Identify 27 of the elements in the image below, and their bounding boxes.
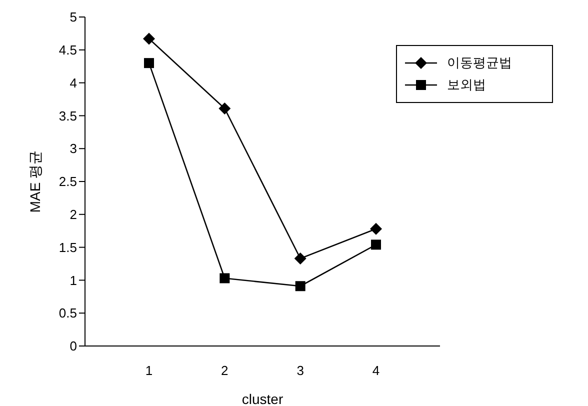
- point: [144, 58, 154, 68]
- x-axis-title: cluster: [242, 391, 284, 406]
- y-tick-label: 2: [70, 207, 77, 222]
- y-axis-title: MAE 평균: [26, 150, 43, 213]
- point: [218, 102, 231, 114]
- y-tick-label: 3: [70, 141, 77, 156]
- y-tick-label: 1: [70, 272, 77, 288]
- point: [220, 273, 230, 284]
- point: [370, 222, 382, 235]
- x-tick-label: 4: [372, 363, 380, 378]
- y-tick-label: 4.5: [58, 42, 77, 58]
- y-tick-label: 5: [70, 10, 77, 25]
- legend-label: 이동평균법: [447, 54, 512, 72]
- x-tick-label: 2: [221, 363, 228, 378]
- y-tick-label: 1.5: [58, 240, 77, 255]
- point: [295, 281, 306, 292]
- y-tick-label: 0.5: [58, 306, 77, 321]
- x-tick-label: 1: [145, 363, 153, 378]
- y-tick-label: 3.5: [58, 108, 77, 124]
- legend-label: 보외법: [447, 76, 486, 94]
- y-tick-label: 0: [70, 338, 77, 354]
- point: [143, 32, 155, 45]
- x-tick-label: 3: [296, 363, 304, 378]
- y-tick-label: 2.5: [58, 174, 77, 190]
- y-tick-label: 4: [70, 75, 77, 90]
- point: [371, 240, 381, 250]
- point: [294, 252, 306, 264]
